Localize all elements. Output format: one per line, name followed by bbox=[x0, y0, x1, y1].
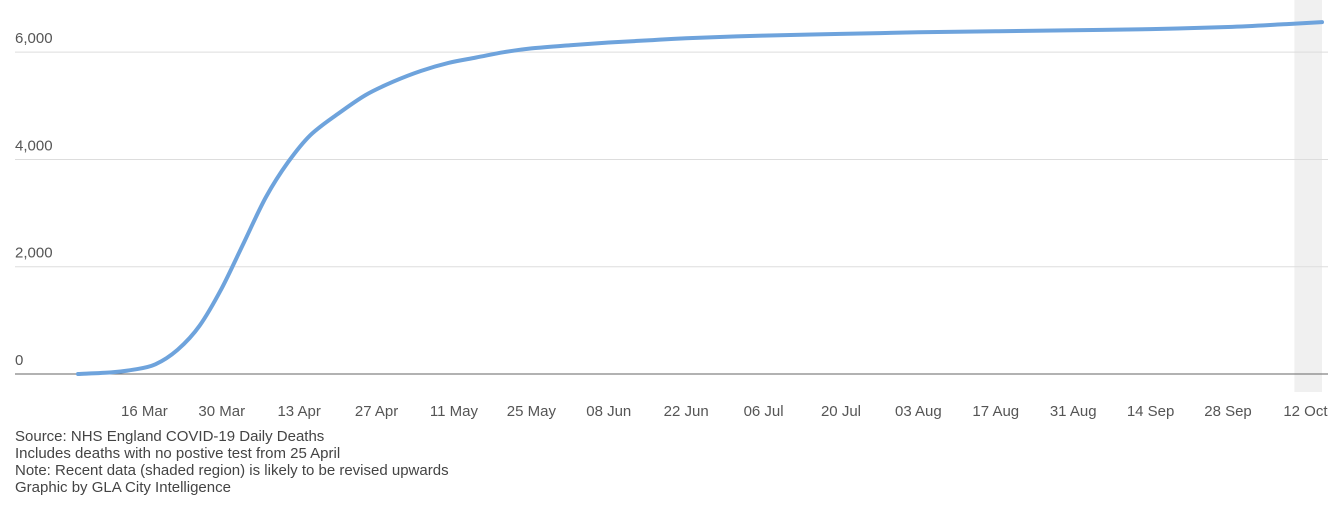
series-line bbox=[76, 20, 1324, 376]
gridlines bbox=[15, 51, 1328, 375]
x-tick-label: 11 May bbox=[430, 403, 479, 420]
x-tick-label: 13 Apr bbox=[277, 403, 320, 420]
x-tick-label: 03 Aug bbox=[895, 403, 942, 420]
shaded-recent-region bbox=[1294, 0, 1322, 392]
source-note: Source: NHS England COVID-19 Daily Death… bbox=[15, 428, 325, 445]
y-axis-tick-labels: 0 2,000 4,000 6,000 bbox=[15, 30, 53, 369]
y-tick-label: 4,000 bbox=[15, 137, 53, 154]
x-tick-label: 31 Aug bbox=[1050, 403, 1097, 420]
x-tick-label: 25 May bbox=[507, 403, 557, 420]
chart-notes: Source: NHS England COVID-19 Daily Death… bbox=[15, 428, 449, 496]
x-tick-label: 12 Oct bbox=[1283, 403, 1328, 420]
x-tick-label: 14 Sep bbox=[1127, 403, 1175, 420]
x-tick-label: 16 Mar bbox=[121, 403, 168, 420]
shaded-region-layer bbox=[1294, 0, 1322, 392]
definition-note: Includes deaths with no postive test fro… bbox=[15, 445, 341, 462]
credit-note: Graphic by GLA City Intelligence bbox=[15, 479, 231, 496]
x-tick-label: 28 Sep bbox=[1204, 403, 1252, 420]
y-tick-label: 2,000 bbox=[15, 245, 53, 262]
revision-note: Note: Recent data (shaded region) is lik… bbox=[15, 462, 449, 479]
series-layer bbox=[76, 20, 1324, 376]
x-tick-label: 20 Jul bbox=[821, 403, 861, 420]
x-tick-label: 30 Mar bbox=[198, 403, 245, 420]
y-tick-label: 0 bbox=[15, 352, 23, 369]
chart: 0 2,000 4,000 6,000 16 Mar 30 Mar 13 Apr 27 Ap… bbox=[15, 0, 1328, 420]
x-tick-label: 27 Apr bbox=[355, 403, 398, 420]
x-tick-label: 17 Aug bbox=[972, 403, 1019, 420]
x-axis-tick-labels: 16 Mar 30 Mar 13 Apr 27 Apr 11 May 25 May 08 J… bbox=[121, 403, 1328, 420]
y-tick-label: 6,000 bbox=[15, 30, 53, 47]
x-tick-label: 08 Jun bbox=[586, 403, 631, 420]
x-tick-label: 06 Jul bbox=[744, 403, 784, 420]
x-tick-label: 22 Jun bbox=[664, 403, 709, 420]
